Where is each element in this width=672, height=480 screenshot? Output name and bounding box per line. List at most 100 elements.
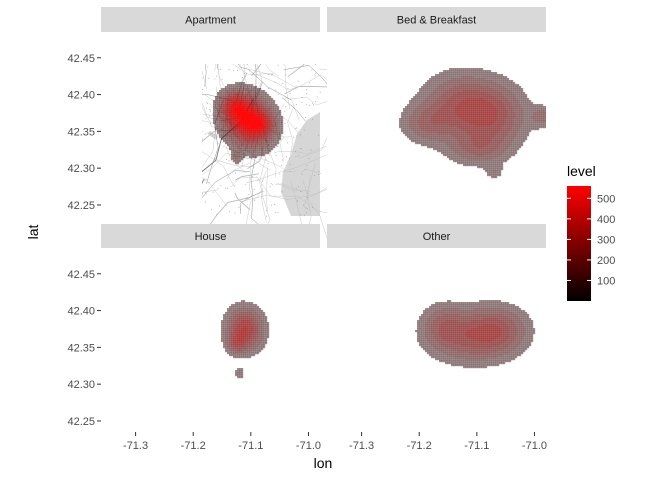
density-cell: [441, 130, 444, 133]
density-cell: [465, 142, 468, 145]
density-cell: [221, 88, 224, 91]
density-cell: [279, 126, 282, 129]
density-cell: [449, 146, 452, 149]
density-cell: [501, 118, 504, 121]
density-cell: [265, 150, 268, 153]
density-cell: [493, 126, 496, 129]
density-cell: [539, 106, 542, 109]
density-cell: [443, 98, 446, 101]
density-cell: [417, 136, 420, 139]
density-cell: [271, 128, 274, 131]
density-cell: [249, 148, 252, 151]
density-cell: [487, 94, 490, 97]
density-cell: [479, 96, 482, 99]
density-cell: [459, 70, 462, 73]
density-cell: [489, 110, 492, 113]
density-cell: [469, 80, 472, 83]
density-cell: [243, 140, 246, 143]
density-cell: [263, 146, 266, 149]
density-cell: [403, 120, 406, 123]
density-cell: [421, 114, 424, 117]
density-cell: [473, 152, 476, 155]
density-cell: [455, 112, 458, 115]
density-cell: [419, 98, 422, 101]
density-cell: [465, 110, 468, 113]
density-cell: [463, 148, 466, 151]
road: [251, 64, 262, 77]
density-cell: [239, 94, 242, 97]
density-cell: [505, 144, 508, 147]
density-cell: [243, 142, 246, 145]
density-cell: [521, 140, 524, 143]
density-cell: [491, 114, 494, 117]
density-cell: [415, 96, 418, 99]
density-cell: [443, 138, 446, 141]
density-cell: [491, 140, 494, 143]
density-cell: [229, 86, 232, 89]
density-cell: [495, 152, 498, 155]
density-cell: [223, 104, 226, 107]
density-cell: [459, 84, 462, 87]
density-cell: [411, 100, 414, 103]
density-cell: [275, 106, 278, 109]
density-cell: [493, 146, 496, 149]
density-cell: [281, 128, 284, 131]
density-cell: [231, 88, 234, 91]
density-cell: [449, 72, 452, 75]
density-cell: [497, 120, 500, 123]
density-cell: [521, 134, 524, 137]
density-cell: [501, 126, 504, 129]
density-cell: [467, 152, 470, 155]
density-cell: [515, 120, 518, 123]
density-cell: [451, 128, 454, 131]
map-speck: [284, 123, 286, 124]
density-cell: [265, 120, 268, 123]
density-cell: [443, 80, 446, 83]
density-cell: [433, 96, 436, 99]
density-cell: [499, 120, 502, 123]
density-cell: [257, 102, 260, 105]
density-cell: [515, 134, 518, 137]
density-cell: [505, 110, 508, 113]
density-cell: [251, 88, 254, 91]
density-cell: [249, 136, 252, 139]
density-cell: [539, 114, 542, 117]
density-cell: [459, 146, 462, 149]
density-cell: [435, 142, 438, 145]
density-cell: [417, 138, 420, 141]
density-cell: [217, 118, 220, 121]
density-cell: [479, 140, 482, 143]
density-cell: [489, 122, 492, 125]
density-cell: [443, 96, 446, 99]
density-cell: [237, 116, 240, 119]
density-cell: [495, 154, 498, 157]
density-cell: [473, 126, 476, 129]
density-cell: [421, 118, 424, 121]
density-cell: [483, 76, 486, 79]
density-cell: [235, 152, 238, 155]
density-cell: [265, 124, 268, 127]
density-cell: [421, 140, 424, 143]
density-cell: [525, 130, 528, 133]
density-cell: [439, 78, 442, 81]
map-speck: [300, 190, 301, 192]
density-cell: [273, 124, 276, 127]
density-cell: [437, 146, 440, 149]
density-cell: [481, 78, 484, 81]
density-cell: [443, 76, 446, 79]
density-cell: [523, 110, 526, 113]
density-cell: [277, 142, 280, 145]
density-cell: [495, 130, 498, 133]
density-cell: [271, 118, 274, 121]
density-cell: [527, 110, 530, 113]
density-cell: [437, 138, 440, 141]
density-cell: [537, 124, 540, 127]
density-cell: [441, 126, 444, 129]
density-cell: [225, 104, 228, 107]
density-cell: [479, 102, 482, 105]
density-cell: [247, 140, 250, 143]
density-cell: [409, 118, 412, 121]
density-cell: [485, 158, 488, 161]
density-cell: [457, 84, 460, 87]
density-cell: [437, 100, 440, 103]
